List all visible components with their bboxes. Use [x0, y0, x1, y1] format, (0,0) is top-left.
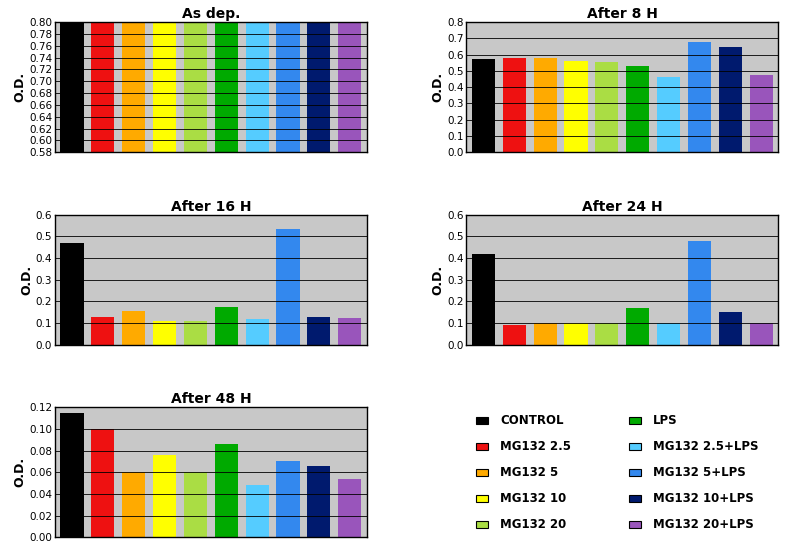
- Bar: [338, 317, 362, 345]
- Bar: [718, 48, 742, 152]
- Bar: [91, 317, 115, 345]
- Title: As dep.: As dep.: [182, 7, 240, 21]
- Bar: [629, 469, 641, 476]
- Bar: [564, 61, 588, 152]
- Bar: [338, 479, 362, 537]
- Bar: [750, 75, 773, 152]
- Text: MG132 10: MG132 10: [500, 492, 567, 505]
- Bar: [153, 321, 176, 345]
- Bar: [277, 461, 299, 537]
- Bar: [472, 59, 495, 152]
- Bar: [657, 323, 680, 345]
- Bar: [61, 413, 83, 537]
- Bar: [122, 311, 145, 345]
- Text: MG132 2.5+LPS: MG132 2.5+LPS: [653, 440, 758, 453]
- Bar: [688, 43, 711, 152]
- Text: MG132 20: MG132 20: [500, 518, 567, 531]
- Bar: [307, 0, 330, 152]
- Text: LPS: LPS: [653, 414, 678, 427]
- Bar: [61, 243, 83, 345]
- Y-axis label: O.D.: O.D.: [13, 457, 27, 488]
- Bar: [153, 0, 176, 152]
- Bar: [476, 495, 488, 502]
- Bar: [534, 323, 556, 345]
- Bar: [61, 0, 83, 152]
- Bar: [245, 0, 269, 152]
- Bar: [215, 444, 238, 537]
- Bar: [476, 417, 488, 424]
- Title: After 16 H: After 16 H: [171, 199, 251, 213]
- Bar: [277, 0, 299, 152]
- Bar: [122, 0, 145, 152]
- Bar: [153, 455, 176, 537]
- Bar: [476, 521, 488, 528]
- Y-axis label: O.D.: O.D.: [13, 72, 27, 102]
- Bar: [626, 308, 649, 345]
- Bar: [338, 0, 362, 152]
- Bar: [215, 307, 238, 345]
- Y-axis label: O.D.: O.D.: [432, 72, 444, 102]
- Title: After 8 H: After 8 H: [587, 7, 658, 21]
- Bar: [122, 473, 145, 537]
- Bar: [503, 58, 526, 152]
- Bar: [629, 443, 641, 450]
- Bar: [534, 58, 556, 152]
- Bar: [688, 241, 711, 345]
- Bar: [595, 323, 619, 345]
- Bar: [629, 521, 641, 528]
- Bar: [184, 321, 207, 345]
- Title: After 48 H: After 48 H: [171, 392, 252, 406]
- Text: MG132 5: MG132 5: [500, 466, 559, 479]
- Bar: [245, 319, 269, 345]
- Text: MG132 5+LPS: MG132 5+LPS: [653, 466, 746, 479]
- Bar: [476, 443, 488, 450]
- Bar: [307, 317, 330, 345]
- Bar: [307, 466, 330, 537]
- Title: After 24 H: After 24 H: [582, 199, 663, 213]
- Bar: [626, 66, 649, 152]
- Text: MG132 2.5: MG132 2.5: [500, 440, 571, 453]
- Bar: [629, 495, 641, 502]
- Bar: [245, 485, 269, 537]
- Bar: [503, 325, 526, 345]
- Bar: [657, 76, 680, 152]
- Bar: [750, 323, 773, 345]
- Bar: [476, 469, 488, 476]
- Y-axis label: O.D.: O.D.: [432, 265, 444, 295]
- Bar: [215, 0, 238, 152]
- Bar: [91, 429, 115, 537]
- Bar: [91, 0, 115, 152]
- Bar: [472, 254, 495, 345]
- Text: MG132 20+LPS: MG132 20+LPS: [653, 518, 754, 531]
- Text: MG132 10+LPS: MG132 10+LPS: [653, 492, 754, 505]
- Bar: [277, 229, 299, 345]
- Text: CONTROL: CONTROL: [500, 414, 564, 427]
- Bar: [595, 62, 619, 152]
- Bar: [184, 0, 207, 152]
- Bar: [184, 473, 207, 537]
- Bar: [718, 312, 742, 345]
- Bar: [629, 417, 641, 424]
- Bar: [564, 323, 588, 345]
- Y-axis label: O.D.: O.D.: [20, 265, 33, 295]
